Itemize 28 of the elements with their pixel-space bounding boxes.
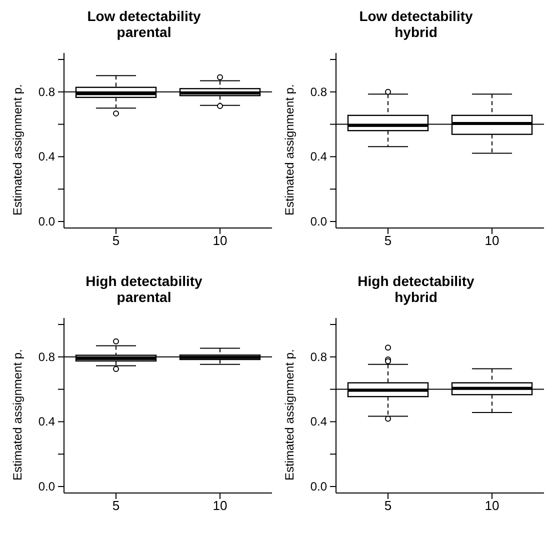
y-tick-label: 0.0 bbox=[310, 214, 328, 229]
x-tick-label: 5 bbox=[384, 498, 392, 514]
x-tick-label: 10 bbox=[212, 498, 228, 514]
y-tick-label: 0.4 bbox=[310, 414, 328, 429]
y-tick-label: 0.4 bbox=[310, 150, 328, 164]
x-tick-label: 5 bbox=[112, 498, 120, 514]
x-tick-label: 10 bbox=[212, 233, 228, 248]
x-tick-label: 10 bbox=[484, 233, 500, 248]
x-tick-label: 10 bbox=[484, 498, 500, 514]
y-axis-title: Estimated assignment p. bbox=[282, 84, 296, 216]
y-tick-label: 0.4 bbox=[38, 414, 56, 429]
y-tick-label: 0.4 bbox=[38, 150, 56, 164]
chart-title: High detectability hybrid bbox=[356, 273, 476, 307]
y-tick-label: 0.0 bbox=[310, 480, 328, 494]
y-axis-title: Estimated assignment p. bbox=[282, 349, 296, 480]
chart-title: High detectability parental bbox=[84, 273, 204, 307]
y-axis-title: Estimated assignment p. bbox=[10, 84, 24, 216]
x-tick-label: 5 bbox=[112, 233, 120, 248]
y-tick-label: 0.8 bbox=[310, 350, 328, 364]
chart-title: Low detectability parental bbox=[86, 8, 202, 42]
y-tick-label: 0.8 bbox=[310, 84, 328, 99]
x-tick-label: 5 bbox=[384, 233, 392, 248]
y-tick-label: 0.8 bbox=[38, 350, 56, 364]
y-axis-title: Estimated assignment p. bbox=[10, 349, 24, 480]
chart-title: Low detectability hybrid bbox=[358, 8, 474, 42]
y-tick-label: 0.0 bbox=[38, 214, 56, 229]
y-tick-label: 0.8 bbox=[38, 84, 56, 99]
y-tick-label: 0.0 bbox=[38, 480, 56, 494]
